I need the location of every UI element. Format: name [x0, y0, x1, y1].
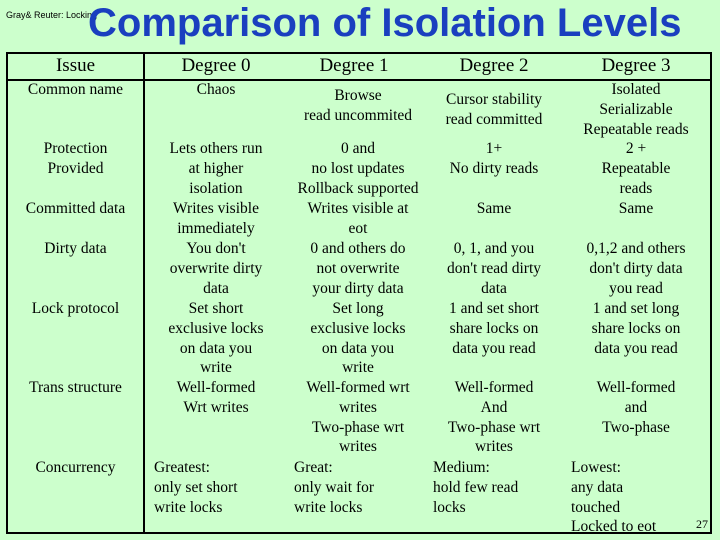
row-label-concurrency: Concurrency — [35, 459, 116, 476]
cell-trans-d2: Well-formed And Two-phase wrt writes — [447, 379, 541, 456]
cell-dirty-d2: 0, 1, and you don't read dirty data — [446, 240, 542, 297]
cell-lock-d0: Set short exclusive locks on data you wr… — [168, 300, 264, 377]
header-divider — [6, 79, 712, 81]
cell-dirty-d1: 0 and others do not overwrite your dirty… — [310, 240, 406, 297]
cell-protection-d3: 2 + Repeatable reads — [601, 140, 671, 197]
table-frame — [6, 52, 712, 534]
col-header-degree3: Degree 3 — [601, 55, 671, 76]
column-divider — [143, 52, 145, 534]
col-header-issue: Issue — [55, 55, 96, 76]
row-label-dirty-data: Dirty data — [44, 240, 107, 257]
page-number: 27 — [696, 517, 708, 531]
row-label-lock-protocol: Lock protocol — [31, 300, 120, 317]
row-label-protection: Protection Provided — [43, 140, 108, 177]
cell-concurrency-d3: Lowest: any data touched Locked to eot — [571, 459, 657, 536]
row-label-common-name: Common name — [27, 81, 124, 98]
cell-dirty-d0: You don't overwrite dirty data — [169, 240, 263, 297]
cell-concurrency-d1: Great: only wait for write locks — [294, 459, 375, 516]
cell-lock-d2: 1 and set short share locks on data you … — [449, 300, 539, 357]
cell-trans-d0: Well-formed Wrt writes — [176, 379, 256, 416]
cell-protection-d2: 1+ No dirty reads — [449, 140, 539, 177]
row-label-committed-data: Committed data — [25, 200, 126, 217]
cell-concurrency-d0: Greatest: only set short write locks — [154, 459, 238, 516]
cell-committed-d2: Same — [476, 200, 512, 217]
slide-title: Comparison of Isolation Levels — [88, 1, 682, 45]
cell-lock-d3: 1 and set long share locks on data you r… — [591, 300, 681, 357]
cell-common-name-d0: Chaos — [196, 81, 236, 98]
cell-common-name-d3: Isolated Serializable Repeatable reads — [583, 81, 689, 138]
cell-dirty-d3: 0,1,2 and others don't dirty data you re… — [586, 240, 686, 297]
cell-lock-d1: Set long exclusive locks on data you wri… — [310, 300, 406, 377]
cell-committed-d0: Writes visible immediately — [173, 200, 259, 237]
corner-label: Gray& Reuter: Locking — [6, 10, 98, 20]
row-label-trans-structure: Trans structure — [29, 379, 122, 396]
cell-trans-d1: Well-formed wrt writes Two-phase wrt wri… — [306, 379, 410, 456]
cell-trans-d3: Well-formed and Two-phase — [596, 379, 676, 436]
cell-common-name-d2: Cursor stability read committed — [445, 91, 543, 128]
cell-committed-d1: Writes visible at eot — [307, 200, 409, 237]
cell-committed-d3: Same — [618, 200, 654, 217]
cell-protection-d1: 0 and no lost updates Rollback supported — [297, 140, 419, 197]
col-header-degree1: Degree 1 — [319, 55, 389, 76]
col-header-degree0: Degree 0 — [181, 55, 251, 76]
col-header-degree2: Degree 2 — [459, 55, 529, 76]
cell-common-name-d1: Browse read uncommited — [303, 87, 413, 124]
cell-protection-d0: Lets others run at higher isolation — [169, 140, 263, 197]
cell-concurrency-d2: Medium: hold few read locks — [433, 459, 519, 516]
